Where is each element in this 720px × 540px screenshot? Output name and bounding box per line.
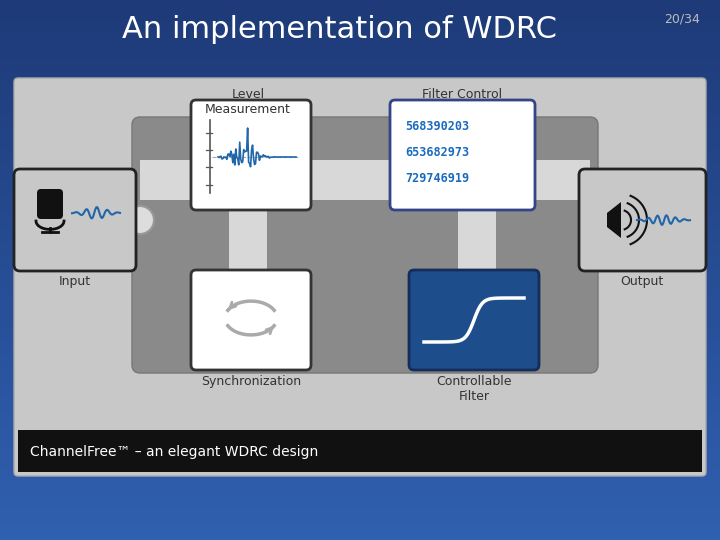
Text: Synchronization: Synchronization — [201, 375, 301, 388]
FancyBboxPatch shape — [37, 189, 63, 219]
Bar — [229, 200, 267, 357]
FancyBboxPatch shape — [14, 169, 136, 271]
Text: Controllable
Filter: Controllable Filter — [436, 375, 512, 403]
Text: An implementation of WDRC: An implementation of WDRC — [122, 16, 557, 44]
Polygon shape — [607, 202, 621, 238]
Text: Level
Measurement: Level Measurement — [205, 88, 291, 116]
Bar — [140, 160, 590, 200]
FancyBboxPatch shape — [191, 100, 311, 210]
Text: 568390203: 568390203 — [405, 120, 469, 133]
FancyBboxPatch shape — [390, 100, 535, 210]
Circle shape — [126, 206, 154, 234]
FancyBboxPatch shape — [132, 117, 598, 373]
FancyBboxPatch shape — [191, 270, 311, 370]
Text: 729746919: 729746919 — [405, 172, 469, 186]
Text: 20/34: 20/34 — [664, 13, 700, 26]
Bar — [458, 200, 496, 357]
Text: Output: Output — [621, 275, 664, 288]
Text: ChannelFree™ – an elegant WDRC design: ChannelFree™ – an elegant WDRC design — [30, 445, 318, 459]
Text: Filter Control: Filter Control — [422, 88, 502, 101]
FancyBboxPatch shape — [579, 169, 706, 271]
Text: Input: Input — [59, 275, 91, 288]
FancyBboxPatch shape — [14, 78, 706, 476]
Bar — [18, 430, 702, 472]
FancyBboxPatch shape — [409, 270, 539, 370]
Text: 653682973: 653682973 — [405, 146, 469, 159]
